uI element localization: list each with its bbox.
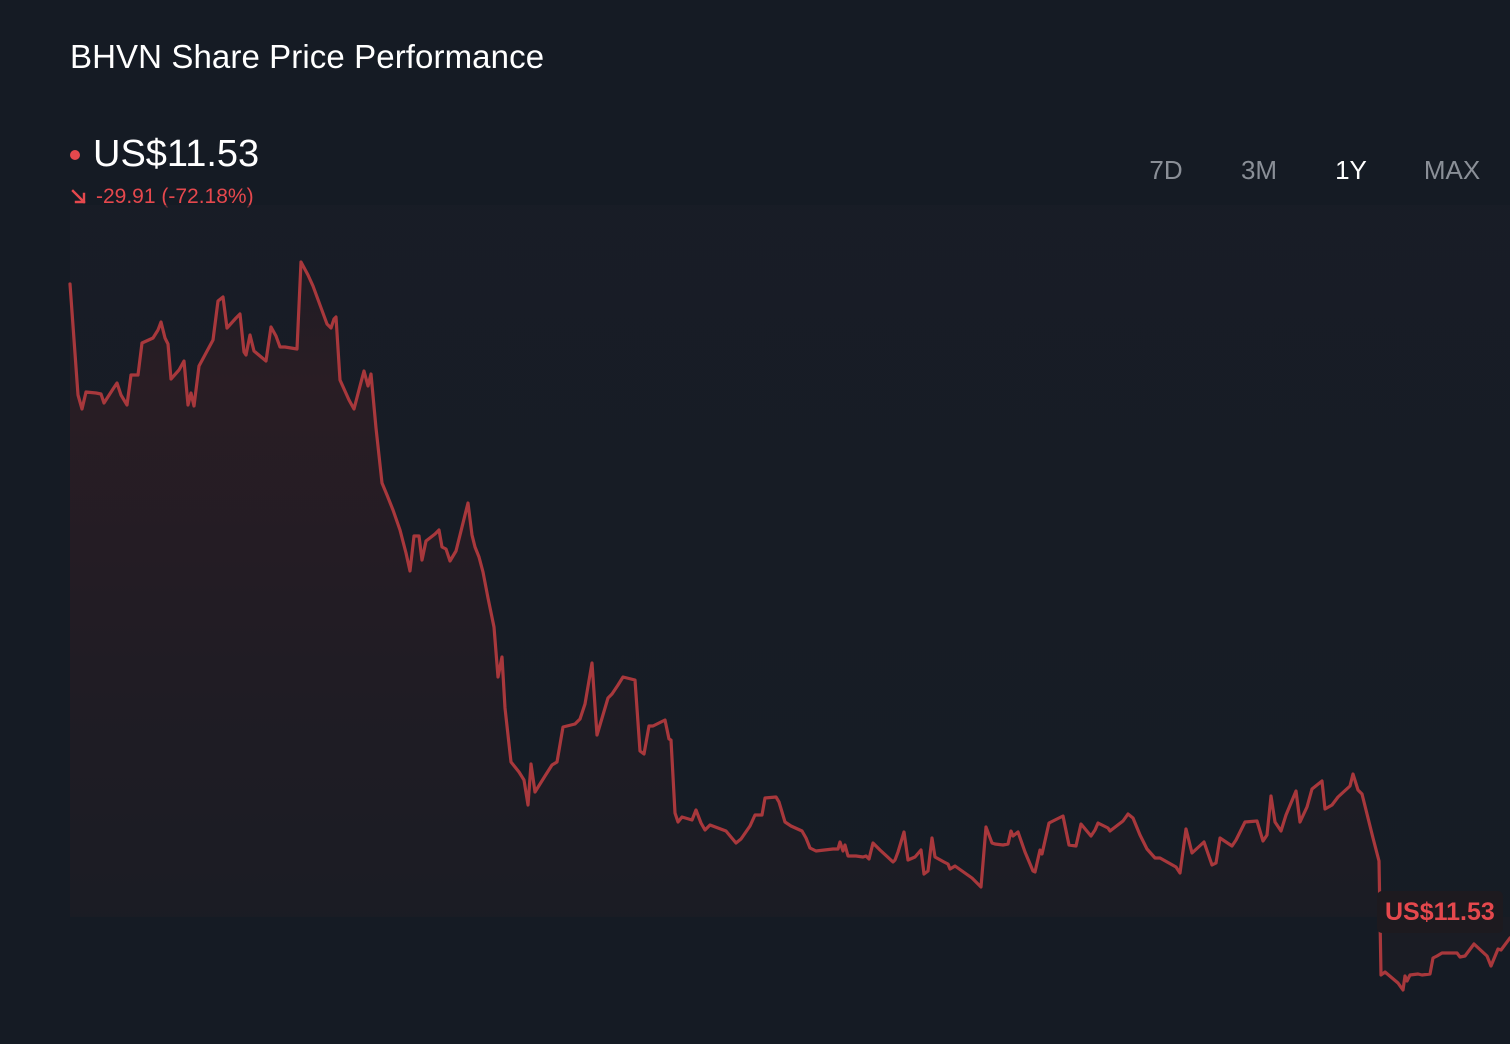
tab-max[interactable]: MAX [1423, 155, 1481, 185]
tab-3m[interactable]: 3M [1240, 155, 1278, 185]
price-summary: US$11.53 -29.91 (-72.18%) [70, 132, 259, 209]
price-area-fill [70, 262, 1510, 990]
tab-7d[interactable]: 7D [1149, 155, 1183, 185]
price-line [68, 260, 1510, 992]
price-change: -29.91 (-72.18%) [96, 185, 254, 208]
price-change-row: -29.91 (-72.18%) [70, 185, 259, 209]
arrow-down-right-icon [71, 189, 86, 204]
price-row: US$11.53 [70, 132, 259, 176]
status-dot-icon [70, 150, 80, 160]
current-price: US$11.53 [93, 132, 260, 175]
last-price-tag: US$11.53 [1377, 891, 1503, 933]
tab-1y[interactable]: 1Y [1335, 155, 1367, 185]
chart-title: BHVN Share Price Performance [70, 38, 545, 75]
